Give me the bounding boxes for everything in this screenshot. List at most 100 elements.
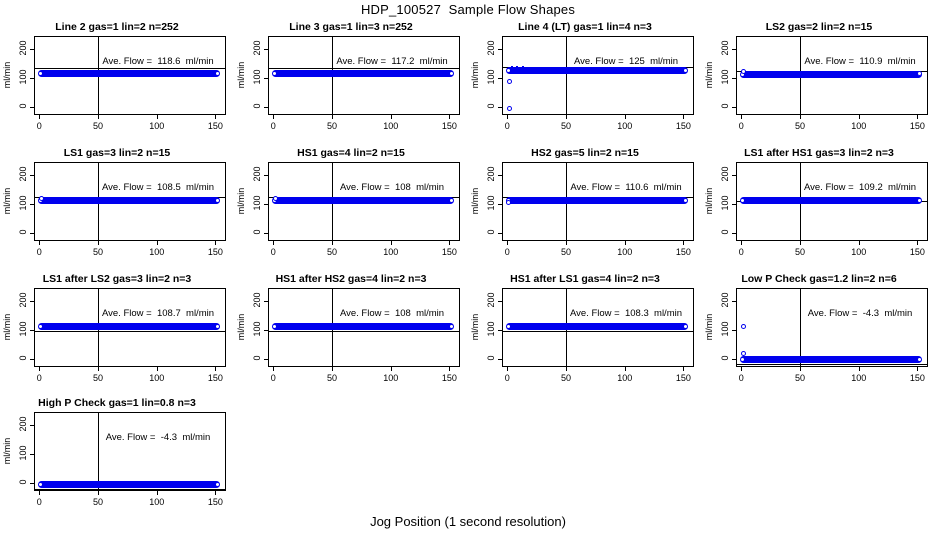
y-tick-mark — [264, 329, 268, 331]
y-tick-label: 100 — [252, 69, 262, 85]
data-band — [506, 323, 688, 331]
y-tick-mark — [30, 453, 34, 455]
x-tick-label: 50 — [92, 247, 103, 257]
ave-flow-label: Ave. Flow = -4.3 ml/min — [807, 308, 913, 319]
plot-box — [502, 36, 694, 115]
y-axis-unit-label: ml/min — [470, 187, 480, 214]
subplot-title: LS1 after HS1 gas=3 lin=2 n=3 — [744, 147, 894, 159]
y-tick-mark — [264, 107, 268, 109]
subplot-title: LS2 gas=2 lin=2 n=15 — [765, 21, 873, 33]
x-tick-mark — [98, 367, 99, 371]
x-tick-mark — [98, 115, 99, 119]
subplot: HS1 gas=4 lin=2 n=15 0 50 100 150 0 100 200 ml/m… — [234, 144, 468, 270]
x-tick-label: 100 — [851, 121, 867, 131]
y-axis-unit-label: ml/min — [704, 187, 714, 214]
x-tick-label: 100 — [617, 121, 633, 131]
x-tick-label: 100 — [149, 247, 165, 257]
subplot-title: LS1 gas=3 lin=2 n=15 — [63, 147, 171, 159]
subplot-title: HS1 after HS2 gas=4 lin=2 n=3 — [275, 273, 427, 285]
x-tick-mark — [215, 241, 217, 245]
x-tick-label: 150 — [675, 373, 691, 383]
subplot-title: HS1 gas=4 lin=2 n=15 — [297, 147, 405, 159]
band-end-notch — [741, 199, 745, 203]
x-tick-label: 50 — [92, 121, 103, 131]
x-tick-label: 150 — [207, 497, 223, 507]
y-tick-label: 0 — [720, 229, 730, 235]
y-tick-label: 0 — [486, 103, 496, 109]
subplot: LS1 gas=3 lin=2 n=15 0 50 100 150 0 100 200 ml/m… — [0, 144, 234, 270]
y-axis-unit-label: ml/min — [236, 61, 246, 88]
data-band — [38, 69, 220, 77]
y-tick-label: 0 — [720, 355, 730, 361]
x-tick-label: 0 — [504, 247, 510, 257]
y-tick-mark — [30, 359, 34, 361]
x-tick-label: 0 — [504, 373, 510, 383]
y-tick-mark — [30, 300, 34, 302]
ave-flow-label: Ave. Flow = 118.6 ml/min — [102, 56, 214, 67]
x-tick-label: 100 — [617, 247, 633, 257]
y-tick-label: 100 — [18, 69, 28, 85]
band-end-notch — [683, 199, 687, 203]
outlier-point — [273, 196, 279, 202]
y-tick-label: 0 — [720, 103, 730, 109]
y-tick-mark — [30, 107, 34, 109]
y-tick-mark — [732, 174, 736, 176]
x-tick-mark — [332, 241, 333, 245]
y-axis-unit-label: ml/min — [236, 313, 246, 340]
subplot: Line 2 gas=1 lin=2 n=252 0 50 100 150 0 100 200… — [0, 18, 234, 144]
y-tick-mark — [264, 233, 268, 235]
ref-line — [268, 330, 459, 332]
plot-box — [736, 288, 928, 367]
ref-line — [34, 68, 225, 70]
startup-point — [515, 65, 518, 68]
startup-point — [509, 67, 512, 70]
startup-point — [510, 66, 513, 68]
y-tick-label: 100 — [486, 69, 496, 85]
x-tick-mark — [156, 367, 158, 371]
y-tick-mark — [30, 483, 34, 485]
data-band — [506, 197, 688, 205]
y-tick-mark — [30, 233, 34, 235]
x-tick-label: 50 — [326, 247, 337, 257]
subplot: LS2 gas=2 lin=2 n=15 0 50 100 150 0 100 200 ml/m… — [702, 18, 936, 144]
y-tick-mark — [498, 329, 502, 331]
y-tick-mark — [30, 203, 34, 205]
y-axis-unit-label: ml/min — [2, 313, 12, 340]
x-tick-mark — [683, 115, 685, 119]
y-tick-mark — [30, 424, 34, 426]
x-tick-label: 0 — [738, 373, 744, 383]
x-tick-mark — [273, 241, 275, 245]
x-tick-mark — [858, 115, 860, 119]
outlier-point — [741, 69, 747, 75]
x-tick-mark — [332, 115, 333, 119]
x-tick-mark — [566, 241, 567, 245]
x-tick-label: 0 — [270, 247, 276, 257]
y-tick-label: 200 — [18, 166, 28, 182]
ave-flow-label: Ave. Flow = 109.2 ml/min — [803, 182, 917, 193]
y-tick-label: 100 — [720, 195, 730, 211]
subplot-title: Line 3 gas=1 lin=3 n=252 — [289, 21, 413, 33]
y-tick-label: 200 — [720, 166, 730, 182]
x-tick-label: 100 — [383, 121, 399, 131]
y-tick-label: 200 — [252, 40, 262, 56]
plot-box — [34, 412, 226, 491]
y-tick-label: 200 — [18, 416, 28, 432]
y-tick-mark — [30, 77, 34, 79]
x-tick-label: 50 — [326, 121, 337, 131]
band-end-notch — [215, 71, 219, 75]
vline-x50 — [566, 36, 567, 114]
x-tick-mark — [507, 367, 509, 371]
x-tick-mark — [917, 367, 919, 371]
band-end-notch — [273, 325, 277, 329]
band-end-notch — [215, 483, 219, 487]
x-tick-mark — [39, 491, 41, 495]
x-tick-mark — [741, 241, 743, 245]
ave-flow-label: Ave. Flow = 108 ml/min — [339, 182, 445, 193]
band-end-notch — [449, 71, 453, 75]
band-end-notch — [449, 325, 453, 329]
x-tick-label: 0 — [36, 373, 42, 383]
band-end-notch — [39, 71, 43, 75]
y-tick-mark — [498, 107, 502, 109]
data-band — [38, 323, 220, 331]
